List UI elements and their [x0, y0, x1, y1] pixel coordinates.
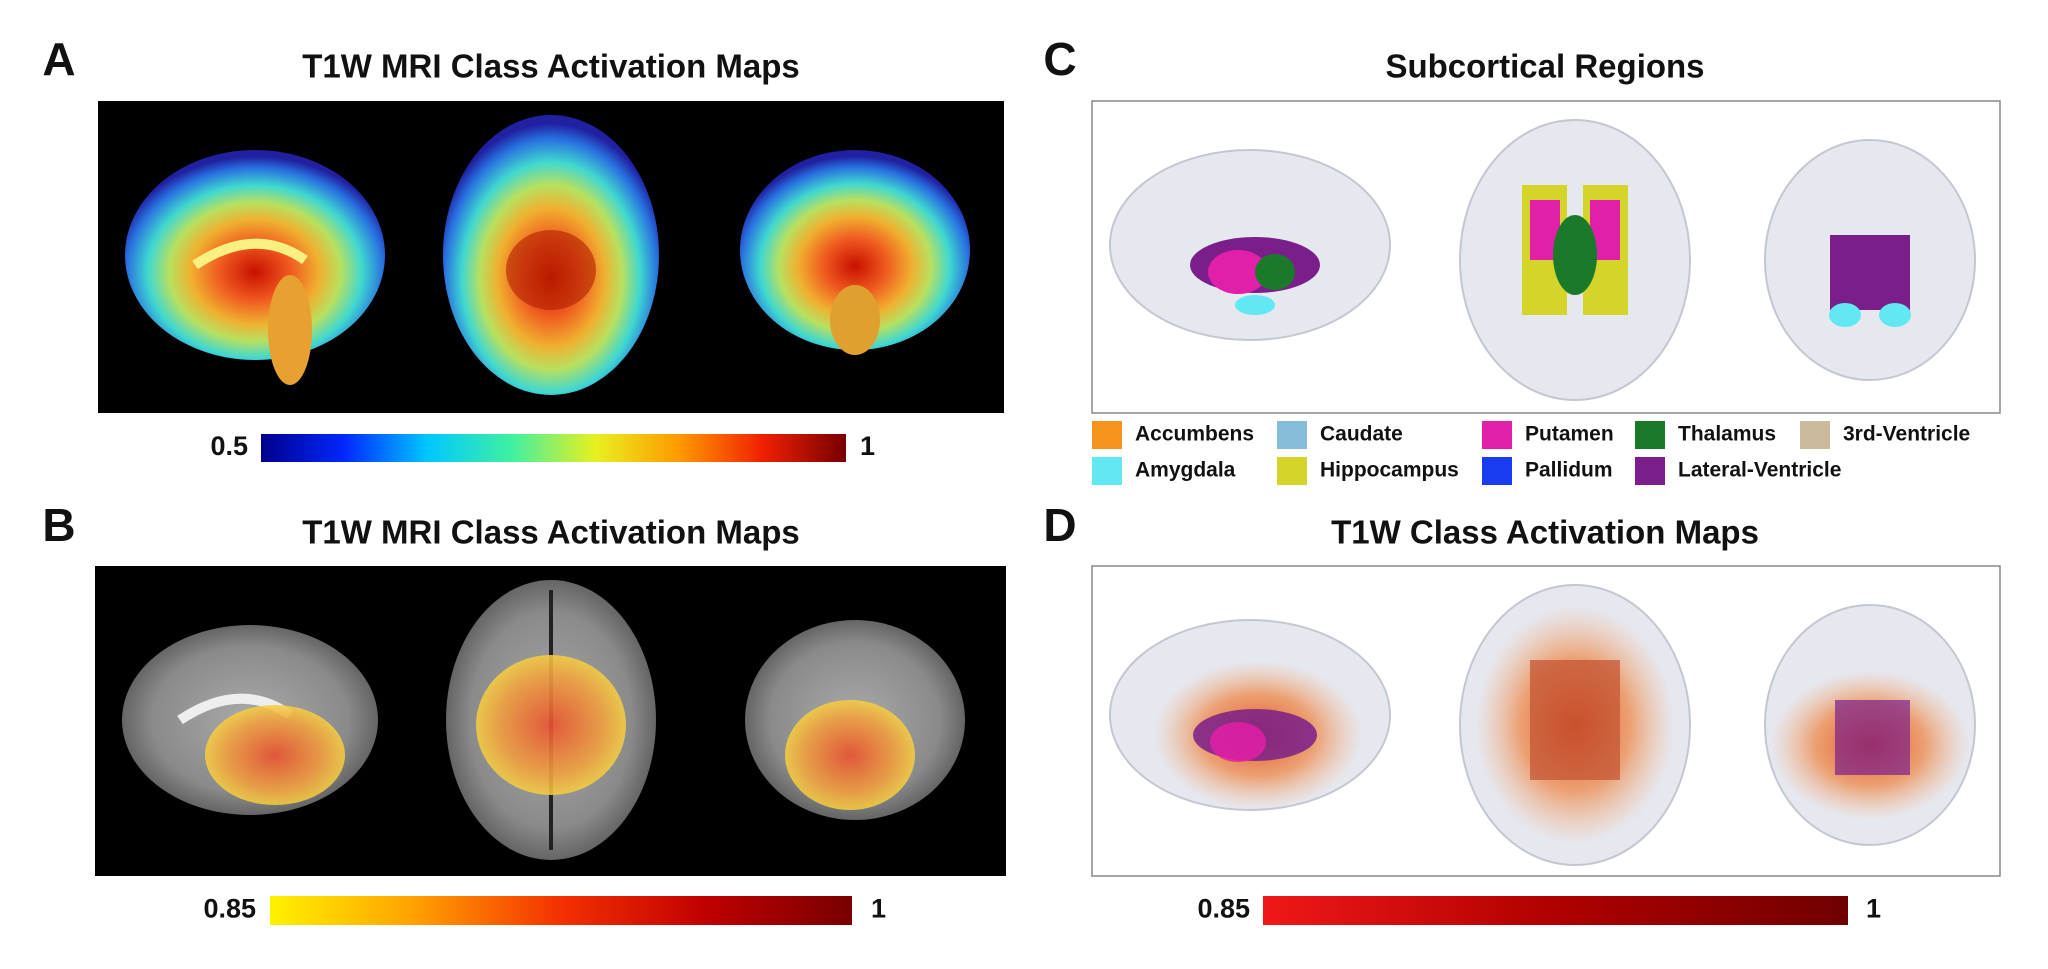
panel-title: T1W MRI Class Activation Maps	[302, 48, 800, 85]
panel-title: T1W MRI Class Activation Maps	[302, 514, 800, 551]
panel-c-image	[1091, 100, 2001, 414]
legend-swatch	[1277, 457, 1307, 485]
legend-swatch	[1092, 457, 1122, 485]
legend-label: Thalamus	[1678, 423, 1776, 446]
legend-swatch	[1482, 421, 1512, 449]
colorbar-max-label: 1	[860, 431, 875, 461]
colorbar-min-label: 0.85	[1197, 894, 1250, 924]
legend-label: Lateral-Ventricle	[1678, 459, 1841, 482]
panel-title: Subcortical Regions	[1385, 48, 1704, 85]
colorbar	[1263, 896, 1848, 925]
colorbar-max-label: 1	[1866, 894, 1881, 924]
legend-swatch	[1800, 421, 1830, 449]
legend-swatch	[1635, 421, 1665, 449]
legend-swatch	[1635, 457, 1665, 485]
colorbar-max-label: 1	[871, 894, 886, 924]
legend-label: Hippocampus	[1320, 459, 1459, 482]
panel-title: T1W Class Activation Maps	[1331, 514, 1759, 551]
legend-label: Accumbens	[1135, 423, 1254, 446]
legend-label: Putamen	[1525, 423, 1614, 446]
legend-swatch	[1092, 421, 1122, 449]
panel-letter: B	[42, 499, 75, 551]
colorbar-min-label: 0.5	[210, 431, 248, 461]
panel-b-image	[95, 566, 1006, 876]
panel-letter: C	[1043, 33, 1076, 85]
panel-a-image	[98, 101, 1004, 413]
colorbar	[261, 434, 846, 462]
legend-label: Caudate	[1320, 423, 1403, 446]
colorbar	[270, 896, 852, 925]
legend-swatch	[1277, 421, 1307, 449]
panel-letter: A	[42, 33, 75, 85]
legend-swatch	[1482, 457, 1512, 485]
panel-letter: D	[1043, 499, 1076, 551]
panel-d-image	[1091, 565, 2001, 877]
legend-label: 3rd-Ventricle	[1843, 423, 1970, 446]
colorbar-min-label: 0.85	[203, 894, 256, 924]
legend-label: Pallidum	[1525, 459, 1613, 482]
legend-label: Amygdala	[1135, 459, 1236, 482]
